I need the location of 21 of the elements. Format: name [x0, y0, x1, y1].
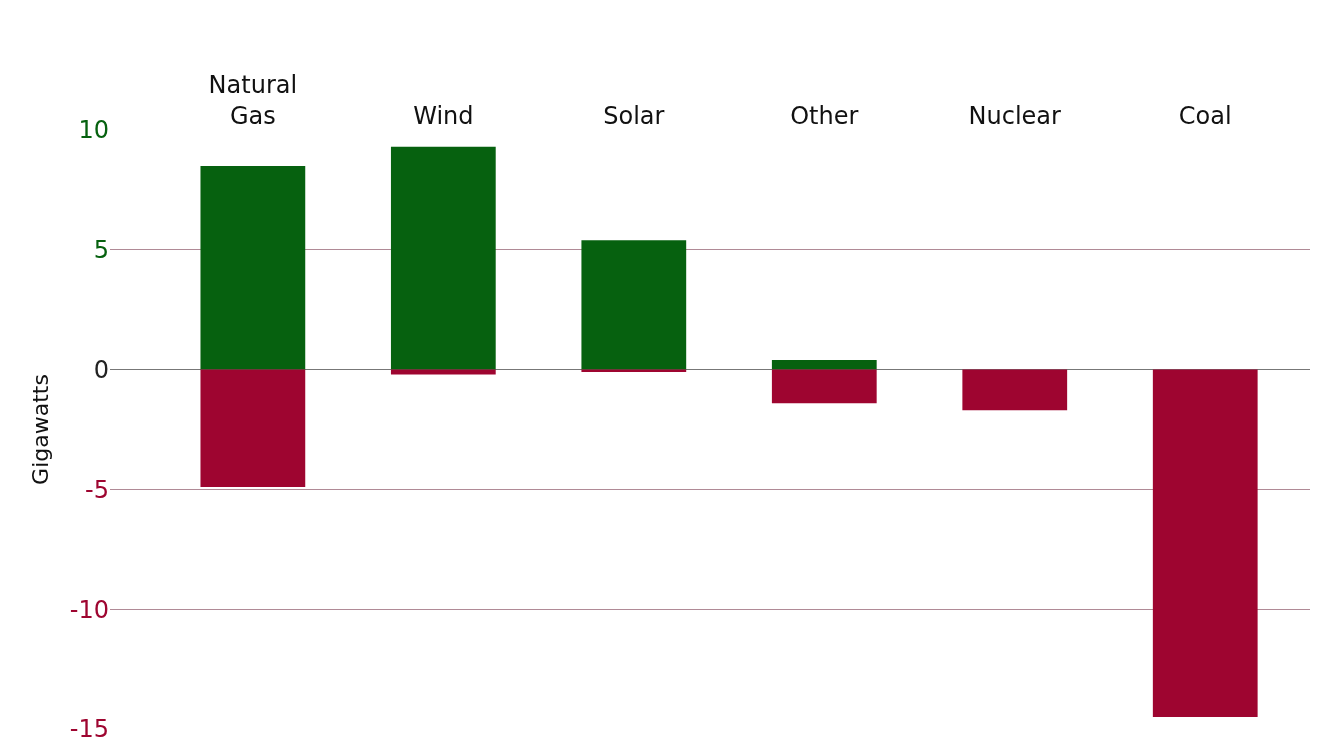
- x-tick-label: Nuclear: [968, 102, 1062, 131]
- x-tick-label: Solar: [603, 102, 665, 131]
- bar: [962, 369, 1068, 411]
- y-tick-label: -15: [69, 715, 109, 744]
- y-tick-label: 5: [93, 236, 109, 265]
- x-tick-label: Wind: [413, 102, 474, 131]
- x-tick-label: Other: [790, 102, 859, 131]
- x-tick-label: Natural Gas: [208, 71, 298, 131]
- y-tick-label: 10: [78, 116, 109, 145]
- bar: [200, 369, 306, 487]
- y-tick-label: -10: [69, 595, 109, 624]
- bar: [1152, 369, 1258, 718]
- bar: [771, 360, 877, 370]
- x-tick-label: Coal: [1178, 102, 1232, 131]
- y-tick-label: 0: [93, 356, 109, 384]
- bar: [200, 165, 306, 370]
- bar: [771, 369, 877, 404]
- bar: [581, 240, 687, 370]
- bar: [390, 146, 496, 370]
- y-axis-title: Gigawatts: [27, 374, 53, 485]
- y-tick-label: -5: [85, 475, 109, 504]
